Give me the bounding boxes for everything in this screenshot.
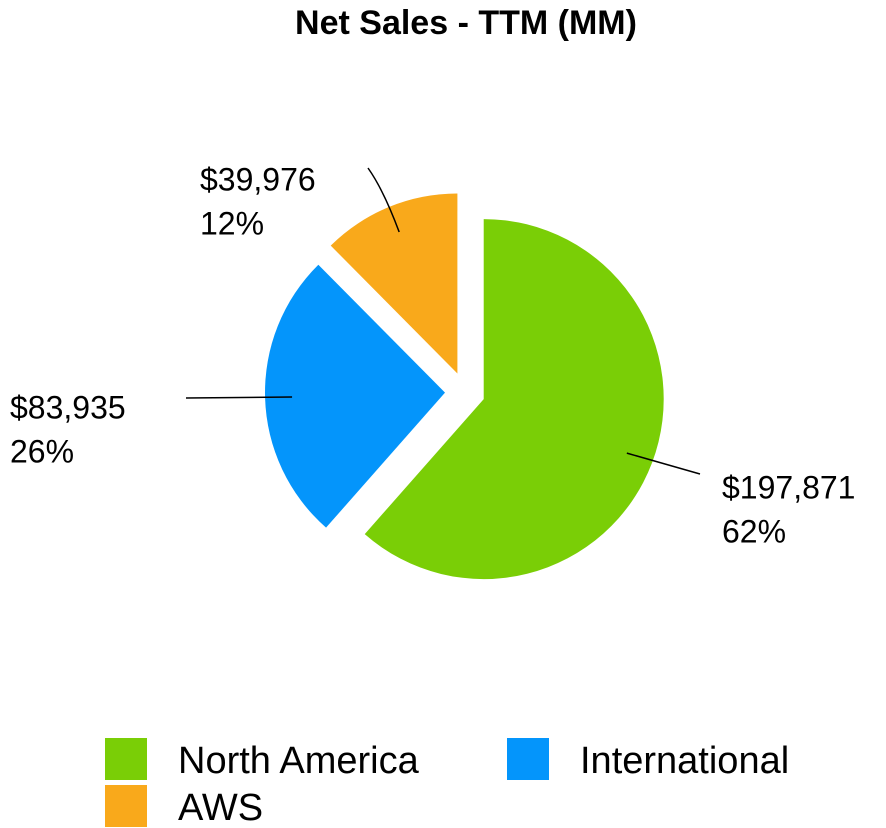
percent-label: 26% bbox=[10, 433, 74, 469]
legend-swatch bbox=[105, 738, 147, 780]
legend-label: North America bbox=[178, 740, 420, 782]
pie-slice bbox=[330, 193, 458, 374]
leader-line bbox=[185, 396, 293, 399]
percent-label: 62% bbox=[722, 513, 786, 549]
legend-swatch bbox=[507, 738, 549, 780]
percent-label: 12% bbox=[200, 205, 264, 241]
legend-label: AWS bbox=[178, 787, 263, 828]
legend-label: International bbox=[580, 740, 789, 782]
pie-slice bbox=[265, 264, 446, 528]
legend-swatch bbox=[105, 785, 147, 827]
leader-line bbox=[626, 452, 701, 475]
pie-slice bbox=[364, 219, 664, 580]
leader-line bbox=[367, 167, 400, 233]
value-label: $197,871 bbox=[722, 469, 855, 505]
value-label: $39,976 bbox=[200, 161, 316, 197]
value-label: $83,935 bbox=[10, 389, 126, 425]
chart-title: Net Sales - TTM (MM) bbox=[295, 4, 637, 42]
